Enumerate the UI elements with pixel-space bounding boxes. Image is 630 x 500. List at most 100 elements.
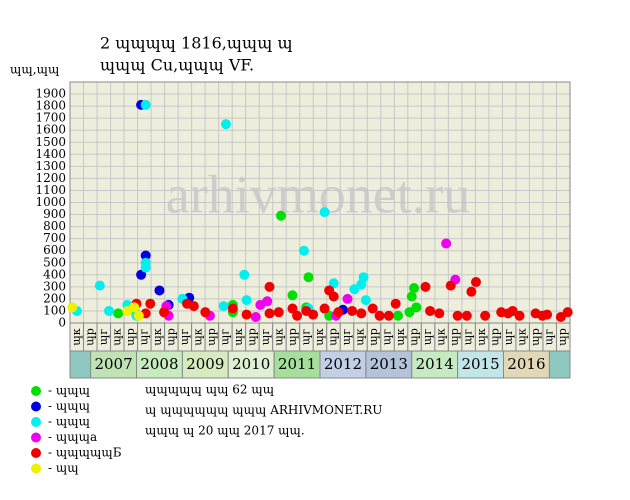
legend-marker <box>31 417 41 427</box>
point <box>133 310 144 321</box>
point <box>287 303 298 314</box>
year-label: 2012 <box>324 355 362 373</box>
x-tick-label: ɰр <box>83 328 96 345</box>
legend-label: - ɰɰɰ <box>48 384 90 398</box>
y-tick-label: 400 <box>43 267 66 281</box>
chart-subtitle: ɰɰɰ Cu,ɰɰɰ VF. <box>100 56 254 75</box>
point <box>425 305 436 316</box>
year-label: 2007 <box>94 355 132 373</box>
point <box>328 278 339 289</box>
point <box>239 269 250 280</box>
point <box>276 210 287 221</box>
x-tick-label: ɰк <box>272 328 285 345</box>
legend-label: - ɰɰɰа <box>48 430 97 444</box>
x-tick-label: ɰг <box>421 329 434 345</box>
point <box>67 302 78 313</box>
point <box>367 303 378 314</box>
y-tick-label: 300 <box>43 279 66 293</box>
legend-marker <box>31 401 41 412</box>
point <box>308 309 319 320</box>
year-label: 2008 <box>140 355 178 373</box>
x-tick-label: ɰр <box>205 328 218 345</box>
y-tick-label: 900 <box>43 207 66 221</box>
note: ɰɰɰ ɰ 20 ɰɰ 2017 ɰɰ. <box>145 424 305 438</box>
point <box>159 307 170 318</box>
note: ɰ ɰɰɰɰɰɰ ɰɰɰ ARHIVMONET.RU <box>145 403 382 417</box>
y-tick-label: 0 <box>58 316 66 330</box>
point <box>103 305 114 316</box>
watermark: arhivmonet.ru <box>166 164 470 224</box>
x-tick-label: ɰк <box>191 328 204 345</box>
x-tick-label: ɰр <box>489 328 502 345</box>
x-tick-label: ɰк <box>354 328 367 345</box>
x-tick-label: ɰг <box>502 329 515 345</box>
point <box>140 250 151 261</box>
y-tick-label: 800 <box>43 219 66 233</box>
year-cell <box>227 350 275 379</box>
point <box>392 310 403 321</box>
point <box>409 283 420 294</box>
x-tick-label: ɰг <box>381 329 394 345</box>
x-tick-label: ɰр <box>124 328 137 345</box>
point <box>303 272 314 283</box>
legend-label: - ɰɰɰ <box>48 399 90 413</box>
point <box>188 301 199 312</box>
point <box>140 262 151 273</box>
point <box>94 280 105 291</box>
point <box>319 207 330 218</box>
x-tick-label: ɰг <box>299 329 312 345</box>
point <box>220 119 231 130</box>
point <box>347 305 358 316</box>
point <box>434 308 445 319</box>
y-tick-label: 1800 <box>35 99 66 113</box>
x-tick-label: ɰк <box>313 328 326 345</box>
point <box>441 238 452 249</box>
point <box>113 308 124 319</box>
point <box>342 293 353 304</box>
legend-label: - ɰɰ <box>48 461 79 475</box>
x-tick-label: ɰр <box>245 328 258 345</box>
point <box>145 298 156 309</box>
y-tick-label: 700 <box>43 231 66 245</box>
x-tick-label: ɰг <box>340 329 353 345</box>
point <box>445 280 456 291</box>
point <box>374 310 385 321</box>
chart-title: 2 ɰɰɰɰ 1816,ɰɰɰ ɰ <box>100 34 293 53</box>
point <box>218 301 229 312</box>
x-tick-label: ɰр <box>367 328 380 345</box>
y-tick-label: 1700 <box>35 111 66 125</box>
year-label: 2016 <box>507 355 545 373</box>
y-tick-label: 100 <box>43 303 66 317</box>
note: ɰɰɰɰɰ ɰɰ 62 ɰɰ <box>145 383 274 397</box>
x-tick-label: ɰг <box>259 329 272 345</box>
x-tick-label: ɰр <box>448 328 461 345</box>
point <box>241 309 252 320</box>
legend-marker <box>31 463 41 474</box>
point <box>324 310 335 321</box>
point <box>390 298 401 309</box>
point <box>136 269 147 280</box>
y-tick-label: 1300 <box>35 159 66 173</box>
point <box>360 295 371 306</box>
point <box>140 99 151 110</box>
y-axis-label: ɰɰ,ɰɰ <box>10 63 59 77</box>
y-tick-label: 1400 <box>35 147 66 161</box>
point <box>264 281 275 292</box>
year-label: 2013 <box>370 355 408 373</box>
x-tick-label: ɰр <box>556 328 569 345</box>
point <box>129 302 140 313</box>
y-tick-label: 1000 <box>35 195 66 209</box>
x-tick-label: ɰр <box>529 328 542 345</box>
point <box>356 308 367 319</box>
point <box>250 311 261 322</box>
y-tick-label: 1200 <box>35 171 66 185</box>
x-tick-label: ɰг <box>543 329 556 345</box>
point <box>292 310 303 321</box>
year-cell <box>457 350 504 379</box>
x-tick-label: ɰр <box>408 328 421 345</box>
point <box>319 303 330 314</box>
x-tick-label: ɰк <box>475 328 488 345</box>
y-tick-label: 1100 <box>35 183 66 197</box>
point <box>480 310 491 321</box>
point <box>264 308 275 319</box>
